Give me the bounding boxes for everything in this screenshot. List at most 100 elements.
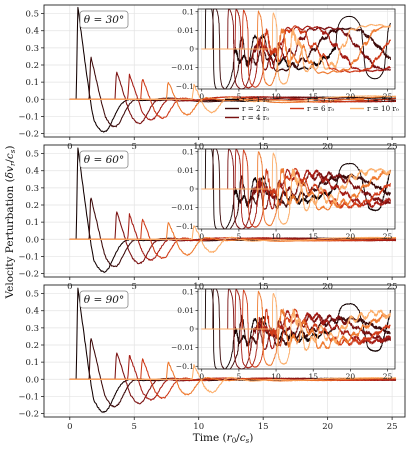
- legend-label-r1: r = 1 r₀: [242, 95, 269, 104]
- inset-x-tick-label: 25: [383, 372, 393, 381]
- y-tick-label: −0.2: [18, 130, 39, 140]
- inset-series-line-r4: [201, 8, 391, 90]
- legend-label-r5: r = 5 r₀: [307, 95, 334, 104]
- y-axis-label: Velocity Perturbation (δvr/cs): [4, 146, 17, 300]
- panel-2: −0.2 −0.1 0.0 0.1 0.2 0.3 0.4 0.5 0 5 10 15 20 25 θ = …: [18, 144, 406, 292]
- inset-series-line-r2: [201, 8, 391, 90]
- x-tick-label: 20: [322, 422, 333, 432]
- y-tick-label: −0.1: [18, 252, 39, 262]
- inset-y-tick-label: 0.01: [177, 306, 194, 315]
- y-tick-label: 0.1: [25, 358, 39, 368]
- inset-y-tick-label: 0.01: [177, 166, 194, 175]
- inset-y-tick-label: 0.1: [182, 287, 194, 296]
- theta-box: [79, 150, 129, 169]
- inset-y-tick-label: 0: [189, 45, 194, 54]
- inset-x-tick-label: 25: [383, 232, 393, 241]
- legend-label-r4: r = 4 r₀: [242, 113, 269, 122]
- inset-y-tick-label: −0.01: [171, 63, 194, 72]
- inset-x-tick-label: 20: [346, 372, 356, 381]
- inset-x-tick-label: 10: [271, 372, 281, 381]
- inset-y-tick-label: 0: [189, 185, 194, 194]
- legend: r = 1 r₀r = 2 r₀r = 4 r₀ r = 5 r₀r = 6 r₀…: [225, 95, 399, 122]
- inset-x-tick-label: 25: [383, 92, 393, 101]
- inset-x-tick-label: 0: [199, 372, 204, 381]
- panel-3: −0.2 −0.1 0.0 0.1 0.2 0.3 0.4 0.5 0 5 10 15 20 25 θ = …: [18, 284, 406, 432]
- y-tick-label: 0.5: [25, 150, 39, 160]
- inset-x-tick-label: 5: [236, 372, 241, 381]
- y-tick-label: 0.1: [25, 78, 39, 88]
- inset-y-tick-label: 0.1: [182, 7, 194, 16]
- series-line-r10: [69, 364, 397, 394]
- x-tick-label: 25: [387, 422, 398, 432]
- y-tick-label: 0.2: [25, 341, 39, 351]
- inset-x-tick-label: 15: [308, 372, 318, 381]
- y-tick-label: 0.0: [25, 95, 39, 105]
- theta-label: θ = 90°: [84, 294, 124, 306]
- inset-x-tick-label: 15: [308, 232, 318, 241]
- theta-label: θ = 30°: [84, 14, 124, 26]
- panel-1: −0.2 −0.1 0.0 0.1 0.2 0.3 0.4 0.5 0 5 10 15 20 25 θ = …: [18, 4, 406, 152]
- inset-x-tick-label: 0: [199, 232, 204, 241]
- inset-y-tick-label: 0.1: [182, 147, 194, 156]
- theta-box: [79, 10, 129, 29]
- inset-series-line-r10: [201, 152, 391, 225]
- y-tick-label: 0.0: [25, 235, 39, 245]
- inset-x-tick-label: 5: [236, 232, 241, 241]
- y-tick-label: 0.4: [25, 307, 39, 317]
- inset-y-tick-label: 0: [189, 325, 194, 334]
- x-tick-label: 0: [67, 422, 72, 432]
- y-tick-label: 0.2: [25, 61, 39, 71]
- y-tick-label: −0.2: [18, 410, 39, 420]
- inset-y-tick-label: −0.1: [176, 362, 194, 371]
- inset-x-tick-label: 10: [271, 92, 281, 101]
- y-tick-label: 0.4: [25, 167, 39, 177]
- legend-label-r8: r = 8 r₀: [367, 95, 394, 104]
- y-tick-label: −0.2: [18, 270, 39, 280]
- y-tick-label: 0.4: [25, 27, 39, 37]
- y-tick-label: 0.2: [25, 201, 39, 211]
- inset-x-tick-label: 5: [236, 92, 241, 101]
- inset-axes: −0.1 −0.01 0 0.01 0.1 0 5 10 15 20 25: [171, 147, 396, 241]
- y-tick-label: −0.1: [18, 112, 39, 122]
- inset-series-line-r4: [201, 148, 391, 230]
- inset-axes: −0.1 −0.01 0 0.01 0.1 0 5 10 15 20 25: [171, 7, 396, 101]
- inset-series-line-r4: [201, 288, 391, 370]
- x-tick-label: 15: [258, 422, 269, 432]
- y-tick-label: 0.1: [25, 218, 39, 228]
- theta-box: [79, 290, 129, 309]
- series-line-r10: [69, 225, 396, 253]
- y-tick-label: −0.1: [18, 392, 39, 402]
- legend-label-r2: r = 2 r₀: [242, 104, 269, 113]
- inset-series-line-r2: [201, 288, 391, 370]
- series-line-r10: [69, 83, 397, 114]
- y-tick-label: 0.3: [25, 184, 39, 194]
- panel-frame: [43, 4, 406, 138]
- panel-frame: [43, 144, 406, 278]
- legend-label-r10: r = 10 r₀: [367, 104, 399, 113]
- y-tick-label: 0.3: [25, 324, 39, 334]
- inset-axes: −0.1 −0.01 0 0.01 0.1 0 5 10 15 20 25: [171, 287, 396, 381]
- inset-x-tick-label: 0: [199, 92, 204, 101]
- y-tick-label: 0.0: [25, 375, 39, 385]
- y-tick-label: 0.5: [25, 10, 39, 20]
- inset-series-line-r10: [201, 12, 391, 85]
- x-tick-label: 5: [132, 422, 137, 432]
- x-axis-label: Time (r0/cs): [193, 432, 254, 445]
- y-tick-label: 0.5: [25, 290, 39, 300]
- inset-x-tick-label: 20: [346, 92, 356, 101]
- inset-series-line-r10: [201, 293, 391, 365]
- x-tick-label: 10: [193, 422, 204, 432]
- inset-x-tick-label: 20: [346, 232, 356, 241]
- theta-label: θ = 60°: [84, 154, 124, 166]
- y-tick-label: 0.3: [25, 44, 39, 54]
- inset-y-tick-label: 0.01: [177, 26, 194, 35]
- inset-y-tick-label: −0.1: [176, 82, 194, 91]
- inset-y-tick-label: −0.1: [176, 222, 194, 231]
- panel-frame: [43, 284, 406, 418]
- inset-y-tick-label: −0.01: [171, 203, 194, 212]
- inset-y-tick-label: −0.01: [171, 343, 194, 352]
- legend-label-r6: r = 6 r₀: [307, 104, 334, 113]
- inset-x-tick-label: 15: [308, 92, 318, 101]
- inset-x-tick-label: 10: [271, 232, 281, 241]
